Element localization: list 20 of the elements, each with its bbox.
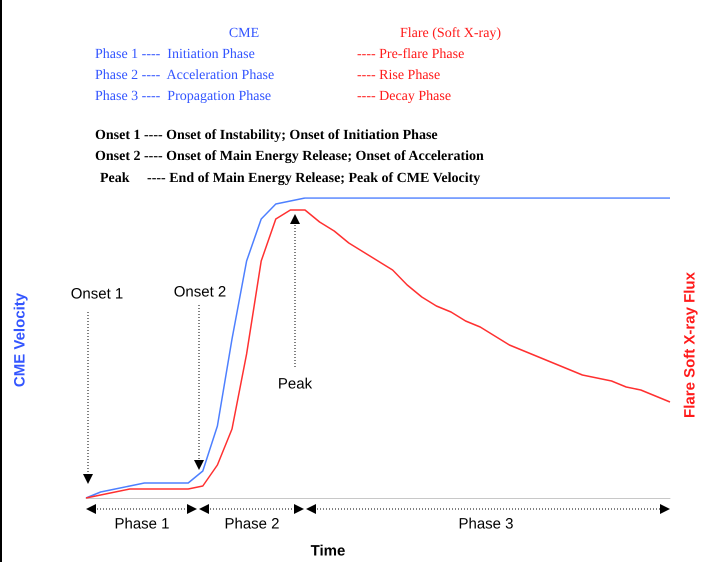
text: Phase 1 ---- Initiation Phase bbox=[95, 47, 255, 62]
text: Phase 2 ---- Acceleration Phase bbox=[95, 68, 274, 83]
text: Phase 3 ---- Propagation Phase bbox=[95, 89, 272, 104]
text: Phase 1 bbox=[114, 516, 170, 532]
text: Peak ---- End of Main Energy Release; Peak of CME Velocity bbox=[100, 171, 480, 186]
y-axis-title: CME Velocity bbox=[12, 292, 28, 388]
text: ---- Rise Phase bbox=[357, 68, 440, 83]
text: Phase 3 bbox=[458, 516, 514, 532]
annotation: Peak bbox=[278, 376, 312, 392]
text: CME bbox=[228, 26, 260, 41]
text: Onset 1 ---- Onset of Instability; Onset of Initiation Phase bbox=[95, 128, 438, 143]
text: ---- Decay Phase bbox=[357, 89, 452, 104]
text: Phase 2 bbox=[224, 516, 280, 532]
annotation: Onset 1 bbox=[70, 286, 124, 302]
text: Flare (Soft X-ray) bbox=[400, 26, 502, 41]
y2-axis-title: Flare Soft X-ray Flux bbox=[682, 272, 698, 418]
text: ---- Pre-flare Phase bbox=[357, 47, 464, 62]
text: Onset 2 ---- Onset of Main Energy Release; Onset of Acceleration bbox=[95, 149, 484, 164]
annotation: Onset 2 bbox=[174, 284, 226, 300]
x-axis-title: Time bbox=[310, 542, 346, 560]
